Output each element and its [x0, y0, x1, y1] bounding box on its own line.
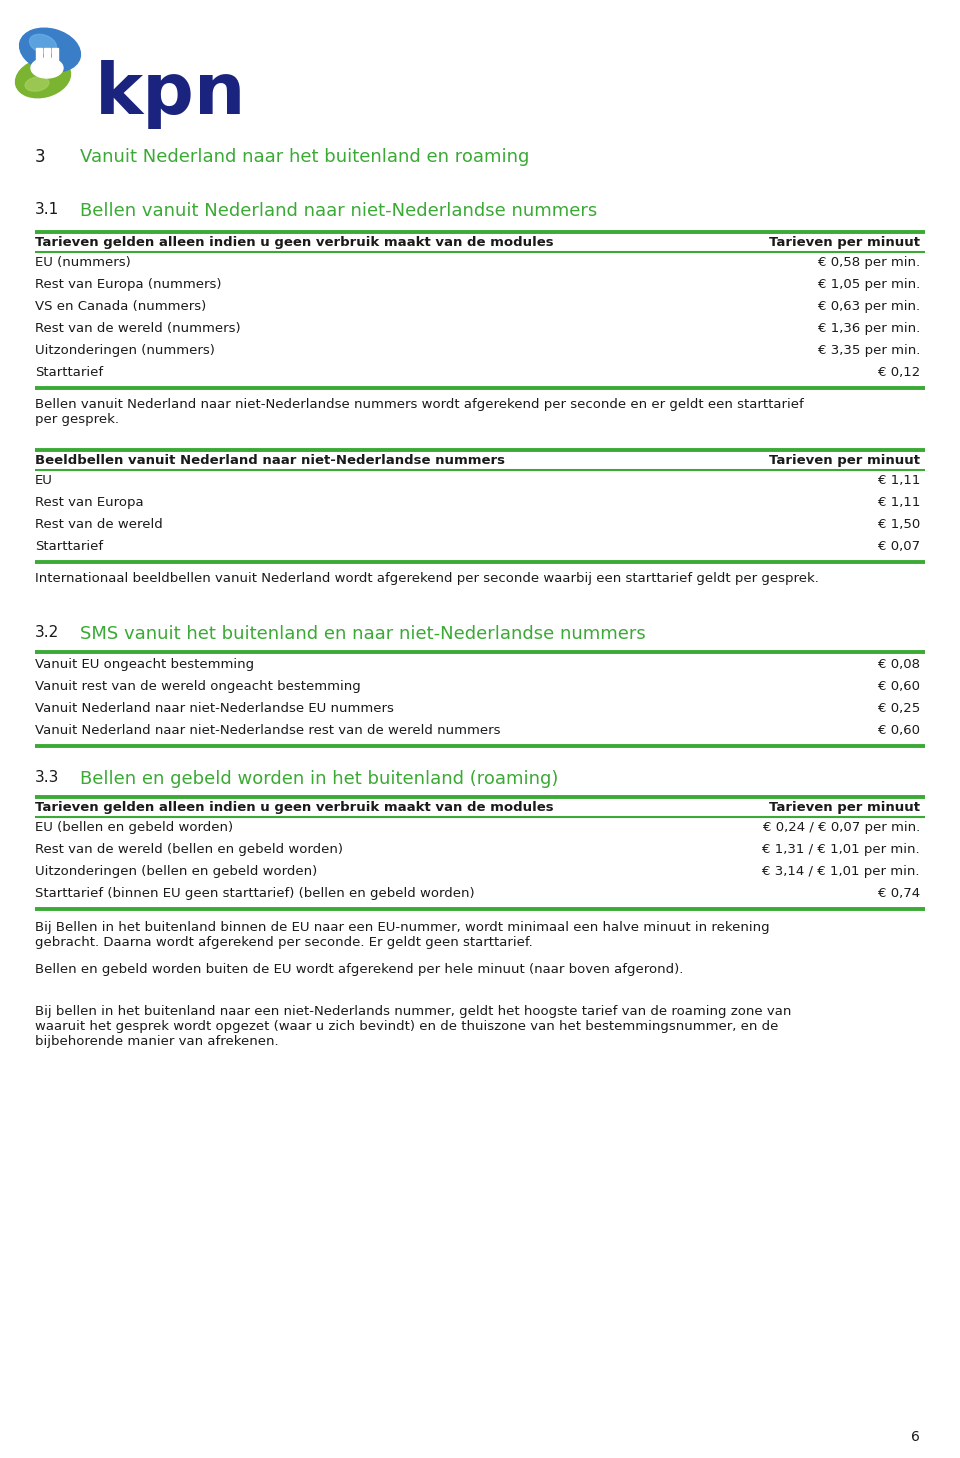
- Text: € 1,31 / € 1,01 per min.: € 1,31 / € 1,01 per min.: [762, 843, 920, 856]
- Text: € 0,60: € 0,60: [878, 679, 920, 693]
- Text: Bellen vanuit Nederland naar niet-Nederlandse nummers wordt afgerekend per secon: Bellen vanuit Nederland naar niet-Nederl…: [35, 398, 804, 426]
- Text: € 0,25: € 0,25: [877, 701, 920, 714]
- Ellipse shape: [19, 28, 81, 71]
- Text: Rest van de wereld (nummers): Rest van de wereld (nummers): [35, 322, 241, 335]
- Text: Uitzonderingen (nummers): Uitzonderingen (nummers): [35, 344, 215, 357]
- Text: 3.1: 3.1: [35, 203, 60, 217]
- Text: Vanuit Nederland naar niet-Nederlandse rest van de wereld nummers: Vanuit Nederland naar niet-Nederlandse r…: [35, 725, 500, 736]
- Text: Vanuit Nederland naar niet-Nederlandse EU nummers: Vanuit Nederland naar niet-Nederlandse E…: [35, 701, 394, 714]
- Ellipse shape: [30, 35, 57, 54]
- Text: 6: 6: [911, 1430, 920, 1443]
- Text: € 1,05 per min.: € 1,05 per min.: [818, 278, 920, 292]
- Text: Rest van Europa (nummers): Rest van Europa (nummers): [35, 278, 222, 292]
- Text: Rest van Europa: Rest van Europa: [35, 496, 144, 509]
- Text: Internationaal beeldbellen vanuit Nederland wordt afgerekend per seconde waarbij: Internationaal beeldbellen vanuit Nederl…: [35, 572, 819, 585]
- Text: Starttarief (binnen EU geen starttarief) (bellen en gebeld worden): Starttarief (binnen EU geen starttarief)…: [35, 886, 474, 900]
- Text: kpn: kpn: [95, 60, 247, 128]
- Text: 3.3: 3.3: [35, 770, 60, 784]
- Text: Rest van de wereld: Rest van de wereld: [35, 518, 163, 531]
- Text: Rest van de wereld (bellen en gebeld worden): Rest van de wereld (bellen en gebeld wor…: [35, 843, 343, 856]
- Text: Bellen en gebeld worden buiten de EU wordt afgerekend per hele minuut (naar bove: Bellen en gebeld worden buiten de EU wor…: [35, 962, 684, 975]
- Bar: [36, 48, 42, 60]
- Text: € 0,08: € 0,08: [878, 658, 920, 671]
- Text: € 0,58 per min.: € 0,58 per min.: [818, 257, 920, 268]
- Text: € 0,63 per min.: € 0,63 per min.: [818, 300, 920, 313]
- Bar: [44, 48, 50, 60]
- Text: € 1,50: € 1,50: [877, 518, 920, 531]
- Text: € 0,60: € 0,60: [878, 725, 920, 736]
- Text: Tarieven gelden alleen indien u geen verbruik maakt van de modules: Tarieven gelden alleen indien u geen ver…: [35, 800, 554, 814]
- Text: Tarieven gelden alleen indien u geen verbruik maakt van de modules: Tarieven gelden alleen indien u geen ver…: [35, 236, 554, 249]
- Ellipse shape: [15, 58, 70, 98]
- Text: € 3,35 per min.: € 3,35 per min.: [818, 344, 920, 357]
- Text: Tarieven per minuut: Tarieven per minuut: [769, 453, 920, 467]
- Text: Starttarief: Starttarief: [35, 366, 103, 379]
- Text: € 0,24 / € 0,07 per min.: € 0,24 / € 0,07 per min.: [763, 821, 920, 834]
- Bar: [52, 48, 58, 60]
- Text: Vanuit rest van de wereld ongeacht bestemming: Vanuit rest van de wereld ongeacht beste…: [35, 679, 361, 693]
- Text: € 1,11: € 1,11: [877, 496, 920, 509]
- Text: 3: 3: [35, 149, 46, 166]
- Text: Tarieven per minuut: Tarieven per minuut: [769, 236, 920, 249]
- Text: € 1,11: € 1,11: [877, 474, 920, 487]
- Text: Bij bellen in het buitenland naar een niet-Nederlands nummer, geldt het hoogste : Bij bellen in het buitenland naar een ni…: [35, 1005, 791, 1048]
- Text: Uitzonderingen (bellen en gebeld worden): Uitzonderingen (bellen en gebeld worden): [35, 865, 317, 878]
- Text: Starttarief: Starttarief: [35, 539, 103, 553]
- Text: 3.2: 3.2: [35, 625, 60, 640]
- Text: Bij Bellen in het buitenland binnen de EU naar een EU-nummer, wordt minimaal een: Bij Bellen in het buitenland binnen de E…: [35, 921, 770, 949]
- Text: Bellen vanuit Nederland naar niet-Nederlandse nummers: Bellen vanuit Nederland naar niet-Nederl…: [80, 203, 597, 220]
- Text: € 0,12: € 0,12: [877, 366, 920, 379]
- Text: € 0,07: € 0,07: [877, 539, 920, 553]
- Text: Vanuit Nederland naar het buitenland en roaming: Vanuit Nederland naar het buitenland en …: [80, 149, 529, 166]
- Text: Tarieven per minuut: Tarieven per minuut: [769, 800, 920, 814]
- Ellipse shape: [31, 58, 63, 77]
- Text: Bellen en gebeld worden in het buitenland (roaming): Bellen en gebeld worden in het buitenlan…: [80, 770, 559, 787]
- Text: Vanuit EU ongeacht bestemming: Vanuit EU ongeacht bestemming: [35, 658, 254, 671]
- Text: EU (bellen en gebeld worden): EU (bellen en gebeld worden): [35, 821, 233, 834]
- Text: Beeldbellen vanuit Nederland naar niet-Nederlandse nummers: Beeldbellen vanuit Nederland naar niet-N…: [35, 453, 505, 467]
- Text: VS en Canada (nummers): VS en Canada (nummers): [35, 300, 206, 313]
- Text: SMS vanuit het buitenland en naar niet-Nederlandse nummers: SMS vanuit het buitenland en naar niet-N…: [80, 625, 646, 643]
- Ellipse shape: [25, 77, 49, 92]
- Text: EU: EU: [35, 474, 53, 487]
- Text: EU (nummers): EU (nummers): [35, 257, 131, 268]
- Text: € 1,36 per min.: € 1,36 per min.: [818, 322, 920, 335]
- Text: € 0,74: € 0,74: [877, 886, 920, 900]
- Text: € 3,14 / € 1,01 per min.: € 3,14 / € 1,01 per min.: [762, 865, 920, 878]
